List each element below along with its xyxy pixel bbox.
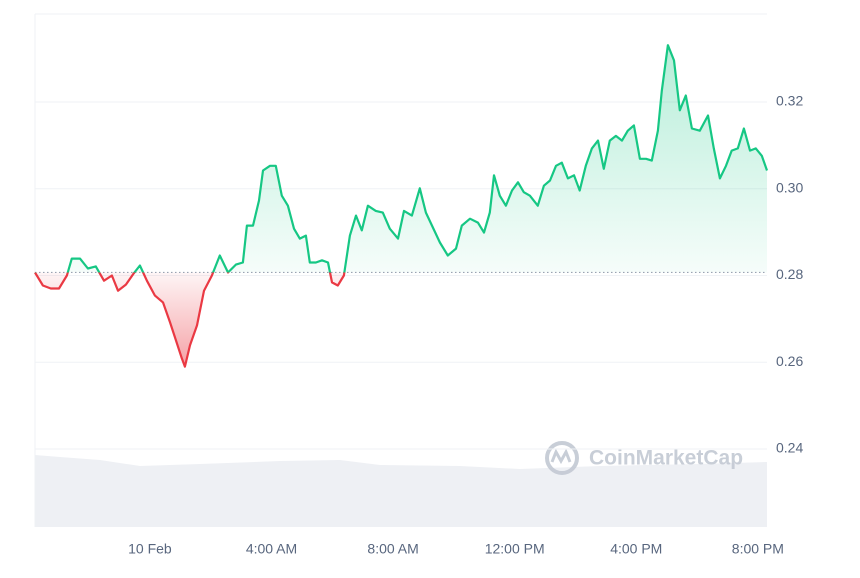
area: [35, 45, 767, 367]
x-tick-label: 8:00 PM: [732, 541, 784, 557]
watermark-logo: [545, 441, 579, 475]
y-tick-label: 0.24: [776, 440, 803, 456]
watermark-logo-mark: [550, 448, 572, 465]
price-line: [34, 44, 769, 368]
watermark-text: CoinMarketCap: [589, 447, 743, 470]
watermark: CoinMarketCap: [545, 441, 743, 475]
x-tick-label: 4:00 PM: [610, 541, 662, 557]
y-tick-label: 0.30: [776, 179, 803, 195]
y-tick-label: 0.26: [776, 353, 803, 369]
x-tick-label: 4:00 AM: [246, 541, 297, 557]
y-tick-label: 0.32: [776, 93, 803, 109]
y-tick-label: 0.28: [776, 266, 803, 282]
x-tick-label: 12:00 PM: [485, 541, 545, 557]
volume-area: [35, 455, 767, 527]
x-tick-label: 8:00 AM: [367, 541, 418, 557]
x-tick-label: 10 Feb: [128, 541, 172, 557]
